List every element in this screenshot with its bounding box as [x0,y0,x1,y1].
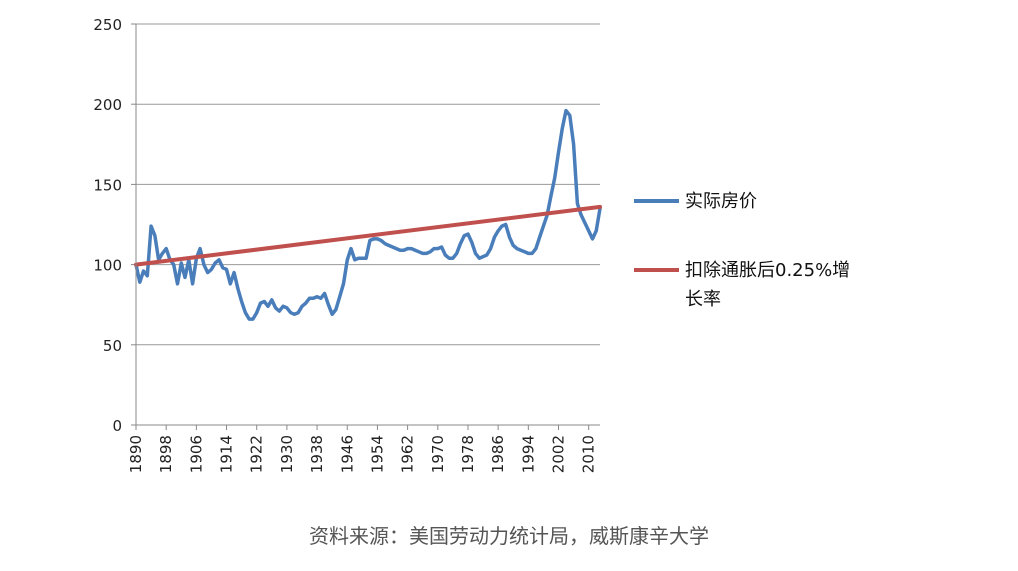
x-tick-label-1906: 1906 [187,435,205,473]
x-tick-label-1962: 1962 [399,435,417,473]
series-line-real-house-price [134,108,602,321]
x-tick-label-1986: 1986 [489,435,507,473]
x-tick-label-1930: 1930 [278,435,296,473]
x-tick-label-1938: 1938 [308,435,326,473]
grid-lines [136,23,600,346]
x-tick-label-2002: 2002 [550,435,568,473]
y-tick-label-250: 250 [93,16,122,34]
source-note: 资料来源：美国劳动力统计局，威斯康辛大学 [309,524,709,548]
x-tick-label-1978: 1978 [459,435,477,473]
y-tick-label-150: 150 [93,176,122,194]
x-tick-label-1954: 1954 [368,435,386,473]
x-tick-label-1898: 1898 [157,435,175,473]
y-tick-label-200: 200 [93,96,122,114]
legend-label-growth-line2: 长率 [685,289,721,310]
x-tick-label-1922: 1922 [248,435,266,473]
legend-label-growth-line1: 扣除通胀后0.25%增 [685,260,850,281]
series-lines [134,108,602,321]
x-tick-label-1946: 1946 [338,435,356,473]
y-tick-label-100: 100 [93,257,122,275]
x-tick-label-1914: 1914 [218,435,236,473]
x-tick-label-1994: 1994 [519,435,537,473]
y-tick-label-50: 50 [103,337,122,355]
x-tick-label-2010: 2010 [580,435,598,473]
legend-label-real-price: 实际房价 [685,191,757,212]
x-axis-ticks: 1890 1898 1906 1914 1922 1930 1938 1946 1954 1962… [127,425,598,473]
y-axis-ticks: 0 50 100 150 200 250 [93,16,136,435]
x-tick-label-1890: 1890 [127,435,145,473]
x-tick-label-1970: 1970 [429,435,447,473]
legend: 实际房价 扣除通胀后0.25%增 长率 [634,191,850,310]
y-tick-label-0: 0 [112,417,122,435]
series-line-trend-0-25-growth [134,204,602,267]
